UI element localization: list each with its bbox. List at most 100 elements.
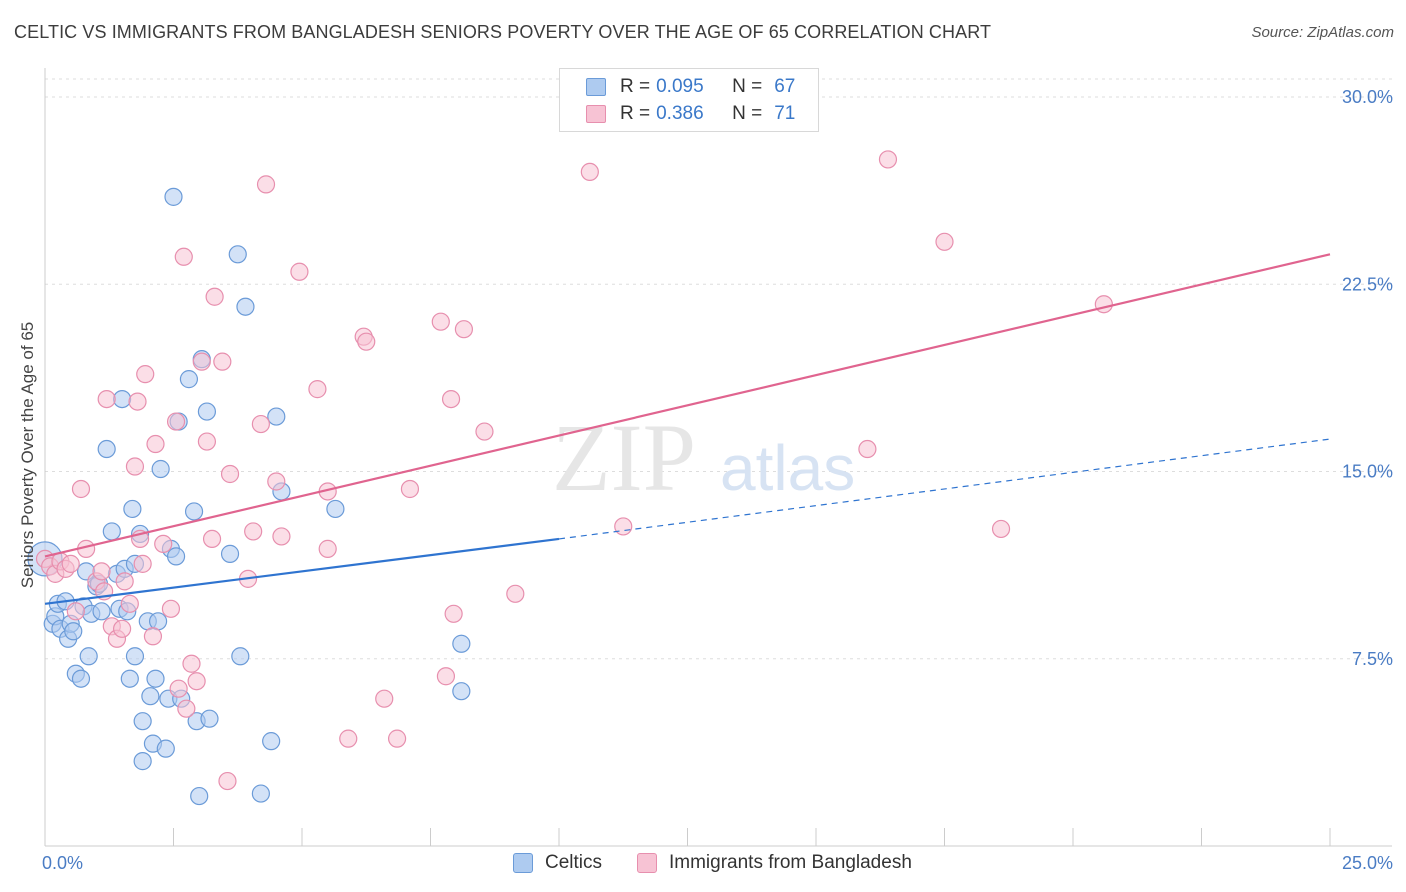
celtics-point bbox=[166, 547, 186, 566]
celtics-point bbox=[112, 389, 132, 409]
bangladesh-point bbox=[400, 479, 420, 499]
legend-swatch-blue bbox=[586, 78, 606, 96]
bangladesh-point bbox=[431, 312, 450, 331]
legend-n-value: 71 bbox=[774, 103, 796, 124]
celtics-point bbox=[326, 499, 345, 519]
celtics-point bbox=[179, 370, 199, 389]
bangladesh-point bbox=[387, 729, 407, 748]
bangladesh-point bbox=[441, 389, 461, 409]
legend-n-value: 67 bbox=[774, 76, 796, 97]
y-tick-label: 30.0% bbox=[1342, 87, 1393, 107]
bangladesh-point bbox=[202, 529, 222, 549]
bangladesh-point bbox=[991, 519, 1011, 539]
bangladesh-point bbox=[244, 522, 263, 541]
bangladesh-trend-line bbox=[44, 253, 1331, 558]
bangladesh-point bbox=[213, 352, 232, 371]
bangladesh-point bbox=[375, 689, 394, 708]
bangladesh-point bbox=[128, 392, 147, 411]
celtics-point bbox=[79, 647, 98, 666]
bangladesh-point bbox=[580, 162, 599, 181]
bangladesh-point bbox=[97, 389, 116, 409]
bangladesh-point bbox=[1094, 295, 1113, 314]
celtics-point bbox=[200, 709, 219, 728]
celtics-point bbox=[251, 784, 270, 803]
legend-item-celtics[interactable]: Celtics bbox=[513, 852, 602, 874]
bangladesh-point bbox=[146, 434, 165, 454]
bangladesh-point bbox=[357, 332, 376, 351]
bangladesh-point bbox=[161, 599, 181, 618]
legend-r-label: R = bbox=[620, 103, 651, 124]
watermark-atlas: atlas bbox=[720, 432, 855, 504]
bangladesh-point bbox=[112, 619, 132, 638]
bangladesh-label: Immigrants from Bangladesh bbox=[669, 852, 912, 873]
bangladesh-point bbox=[272, 527, 291, 546]
bangladesh-points bbox=[35, 150, 1113, 791]
bangladesh-point bbox=[858, 439, 877, 459]
legend-r-label: R = bbox=[620, 76, 651, 97]
bangladesh-point bbox=[66, 602, 85, 621]
celtics-point bbox=[102, 522, 121, 541]
legend-row-bangladesh: R = 0.386 N = 71 bbox=[586, 102, 795, 126]
bangladesh-point bbox=[169, 679, 188, 698]
bangladesh-point bbox=[143, 627, 163, 646]
celtics-swatch bbox=[513, 853, 533, 873]
bangladesh-point bbox=[136, 365, 155, 384]
bangladesh-point bbox=[166, 412, 186, 431]
bangladesh-point bbox=[133, 554, 152, 573]
legend-item-bangladesh[interactable]: Immigrants from Bangladesh bbox=[637, 852, 912, 874]
legend-n-label: N = bbox=[732, 76, 763, 97]
bangladesh-point bbox=[256, 175, 276, 194]
celtics-point bbox=[133, 712, 152, 731]
y-tick-label: 7.5% bbox=[1352, 649, 1393, 669]
celtics-point bbox=[197, 402, 217, 421]
legend-n-label: N = bbox=[732, 103, 763, 124]
bangladesh-point bbox=[71, 479, 91, 499]
celtics-point bbox=[141, 687, 160, 706]
celtics-point bbox=[228, 245, 247, 264]
celtics-point bbox=[125, 647, 145, 666]
celtics-point bbox=[267, 407, 286, 426]
bangladesh-point bbox=[192, 352, 211, 371]
y-tick-label: 15.0% bbox=[1342, 462, 1393, 482]
bangladesh-point bbox=[506, 584, 525, 603]
bangladesh-point bbox=[177, 699, 196, 718]
bangladesh-point bbox=[339, 729, 358, 748]
bangladesh-point bbox=[205, 287, 224, 306]
bangladesh-point bbox=[61, 554, 80, 573]
tick-labels: 7.5% 15.0% 22.5% 30.0% 0.0% 25.0% bbox=[42, 87, 1393, 873]
bangladesh-point bbox=[220, 464, 240, 484]
bangladesh-point bbox=[154, 534, 173, 554]
bangladesh-point bbox=[454, 320, 474, 339]
celtics-label: Celtics bbox=[545, 852, 603, 873]
legend-swatch-pink bbox=[586, 105, 606, 123]
celtics-trend-line bbox=[44, 537, 560, 605]
bangladesh-point bbox=[878, 150, 898, 169]
celtics-point bbox=[452, 682, 471, 701]
celtics-points bbox=[27, 187, 471, 806]
celtics-point bbox=[97, 439, 116, 459]
bangladesh-point bbox=[120, 594, 139, 613]
celtics-point bbox=[64, 622, 83, 641]
bangladesh-point bbox=[115, 572, 134, 591]
celtics-point bbox=[71, 669, 91, 688]
bangladesh-point bbox=[614, 517, 633, 536]
bangladesh-point bbox=[308, 380, 327, 399]
celtics-point bbox=[452, 634, 471, 653]
axes bbox=[44, 68, 1392, 847]
celtics-point bbox=[220, 544, 240, 563]
bangladesh-point bbox=[318, 539, 337, 558]
bangladesh-point bbox=[92, 562, 111, 581]
watermark-zip: ZIP bbox=[552, 404, 696, 511]
celtics-point bbox=[151, 459, 170, 479]
celtics-point bbox=[164, 187, 183, 206]
correlation-legend: R = 0.095 N = 67 R = 0.386 N = 71 bbox=[559, 68, 819, 132]
celtics-point bbox=[190, 786, 209, 806]
trend-lines bbox=[44, 253, 1331, 605]
celtics-point bbox=[236, 297, 255, 316]
celtics-point bbox=[92, 602, 111, 621]
bangladesh-point bbox=[436, 667, 456, 686]
legend-r-value: 0.095 bbox=[656, 76, 704, 97]
bangladesh-point bbox=[475, 422, 494, 441]
celtics-point bbox=[231, 647, 250, 666]
